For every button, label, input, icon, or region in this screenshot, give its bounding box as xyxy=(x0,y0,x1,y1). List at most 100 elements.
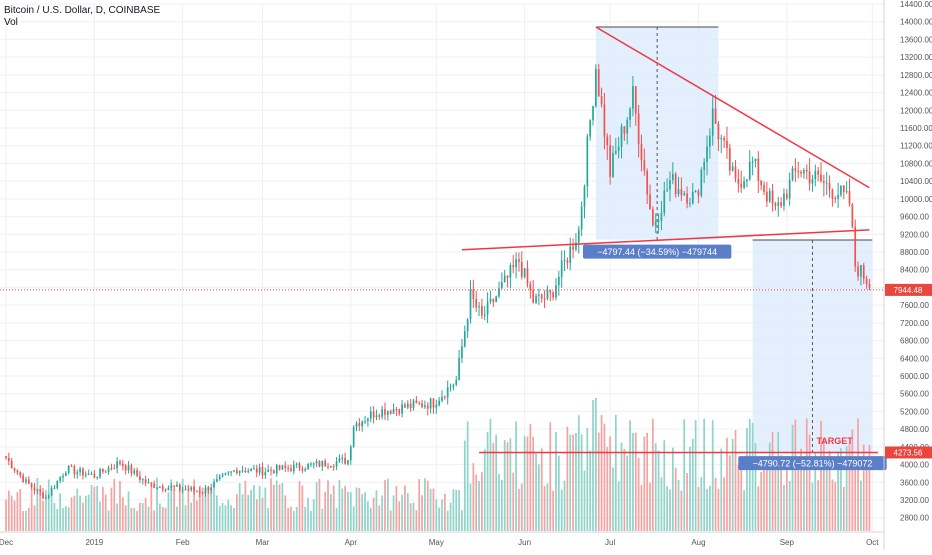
volume-bar xyxy=(637,457,640,531)
candle-body xyxy=(187,489,190,491)
candle-body xyxy=(463,331,466,347)
candle-body xyxy=(292,464,295,471)
candle-body xyxy=(5,456,7,459)
volume-bar xyxy=(560,489,563,531)
candle-body xyxy=(116,461,118,469)
volume-bar xyxy=(398,501,401,531)
candle-body xyxy=(367,418,369,422)
candle-body xyxy=(714,108,717,124)
candle-body xyxy=(717,123,720,140)
candle-body xyxy=(327,466,329,468)
candle-body xyxy=(176,484,178,487)
volume-bar xyxy=(446,510,449,531)
price-tick-label: 7600.00 xyxy=(900,301,929,310)
price-tick-label: 12400.00 xyxy=(900,89,932,98)
candle-body xyxy=(706,146,708,163)
candle-body xyxy=(196,490,198,492)
volume-bar xyxy=(817,480,820,531)
candle-body xyxy=(156,487,158,489)
candle-body xyxy=(230,471,232,473)
candle-body xyxy=(290,468,292,471)
candle-body xyxy=(7,458,10,461)
volume-bar xyxy=(597,432,600,531)
candle-body xyxy=(332,466,335,468)
candle-body xyxy=(586,136,589,187)
volume-bar xyxy=(626,455,629,531)
candle-body xyxy=(498,288,500,297)
volume-bar xyxy=(401,494,403,531)
volume-bar xyxy=(797,460,800,531)
volume-bar xyxy=(264,487,267,531)
candle-body xyxy=(837,194,839,199)
candle-body xyxy=(597,69,600,97)
volume-bar xyxy=(526,436,529,531)
candle-body xyxy=(825,182,828,184)
volume-bar xyxy=(814,452,817,531)
candle-body xyxy=(361,421,364,427)
candle-body xyxy=(224,473,227,475)
candle-body xyxy=(609,145,611,177)
candle-body xyxy=(637,113,640,145)
candle-body xyxy=(680,189,683,196)
candle-body xyxy=(62,475,64,478)
candle-body xyxy=(113,468,116,470)
candle-body xyxy=(347,460,349,464)
volume-bar xyxy=(691,438,694,531)
candle-body xyxy=(139,475,141,481)
volume-bar xyxy=(355,487,358,531)
candle-body xyxy=(424,405,426,408)
candle-body xyxy=(495,296,497,303)
volume-bar xyxy=(207,486,210,531)
price-tick-label: 8400.00 xyxy=(900,266,929,275)
candle-body xyxy=(583,186,586,207)
volume-bar xyxy=(783,484,785,531)
volume-bar xyxy=(683,419,686,531)
candle-body xyxy=(492,298,495,303)
volume-bar xyxy=(196,500,198,531)
volume-bar xyxy=(133,508,136,531)
volume-bar xyxy=(13,500,16,531)
volume-bar xyxy=(748,419,751,531)
volume-bar xyxy=(740,460,743,531)
volume-bar xyxy=(27,508,30,531)
volume-bar xyxy=(161,507,164,531)
candle-body xyxy=(489,298,492,302)
candle-body xyxy=(330,466,332,468)
target-price-tag: 4273.56 xyxy=(894,448,923,457)
candle-body xyxy=(834,198,837,200)
volume-bar xyxy=(469,483,472,531)
price-tick-label: 5600.00 xyxy=(900,390,929,399)
volume-bar xyxy=(159,503,161,531)
volume-bar xyxy=(338,480,341,531)
candle-body xyxy=(244,470,247,473)
candle-body xyxy=(851,204,854,227)
volume-bar xyxy=(834,481,837,531)
volume-bar xyxy=(785,465,788,531)
current-price-tag-bg xyxy=(885,283,932,296)
time-tick-label: Mar xyxy=(256,538,270,547)
candle-body xyxy=(438,400,441,406)
price-tick-label: 2800.00 xyxy=(900,514,929,523)
volume-bar xyxy=(546,483,549,531)
volume-bar xyxy=(780,455,782,531)
candle-body xyxy=(287,467,289,469)
volume-bar xyxy=(612,467,614,531)
candle-body xyxy=(840,185,842,195)
candle-body xyxy=(572,246,574,250)
volume-bar xyxy=(110,487,113,531)
volume-bar xyxy=(284,495,287,531)
candle-body xyxy=(426,405,429,409)
candle-body xyxy=(284,465,287,468)
volume-bar xyxy=(344,485,346,531)
volume-bar xyxy=(250,489,252,531)
candle-body xyxy=(173,486,175,488)
candle-body xyxy=(768,190,771,202)
candle-body xyxy=(401,404,403,414)
volume-bar xyxy=(409,503,412,531)
candle-body xyxy=(395,409,398,411)
candle-body xyxy=(261,467,264,476)
time-tick-label: 2019 xyxy=(85,538,103,547)
volume-bar xyxy=(771,432,774,531)
